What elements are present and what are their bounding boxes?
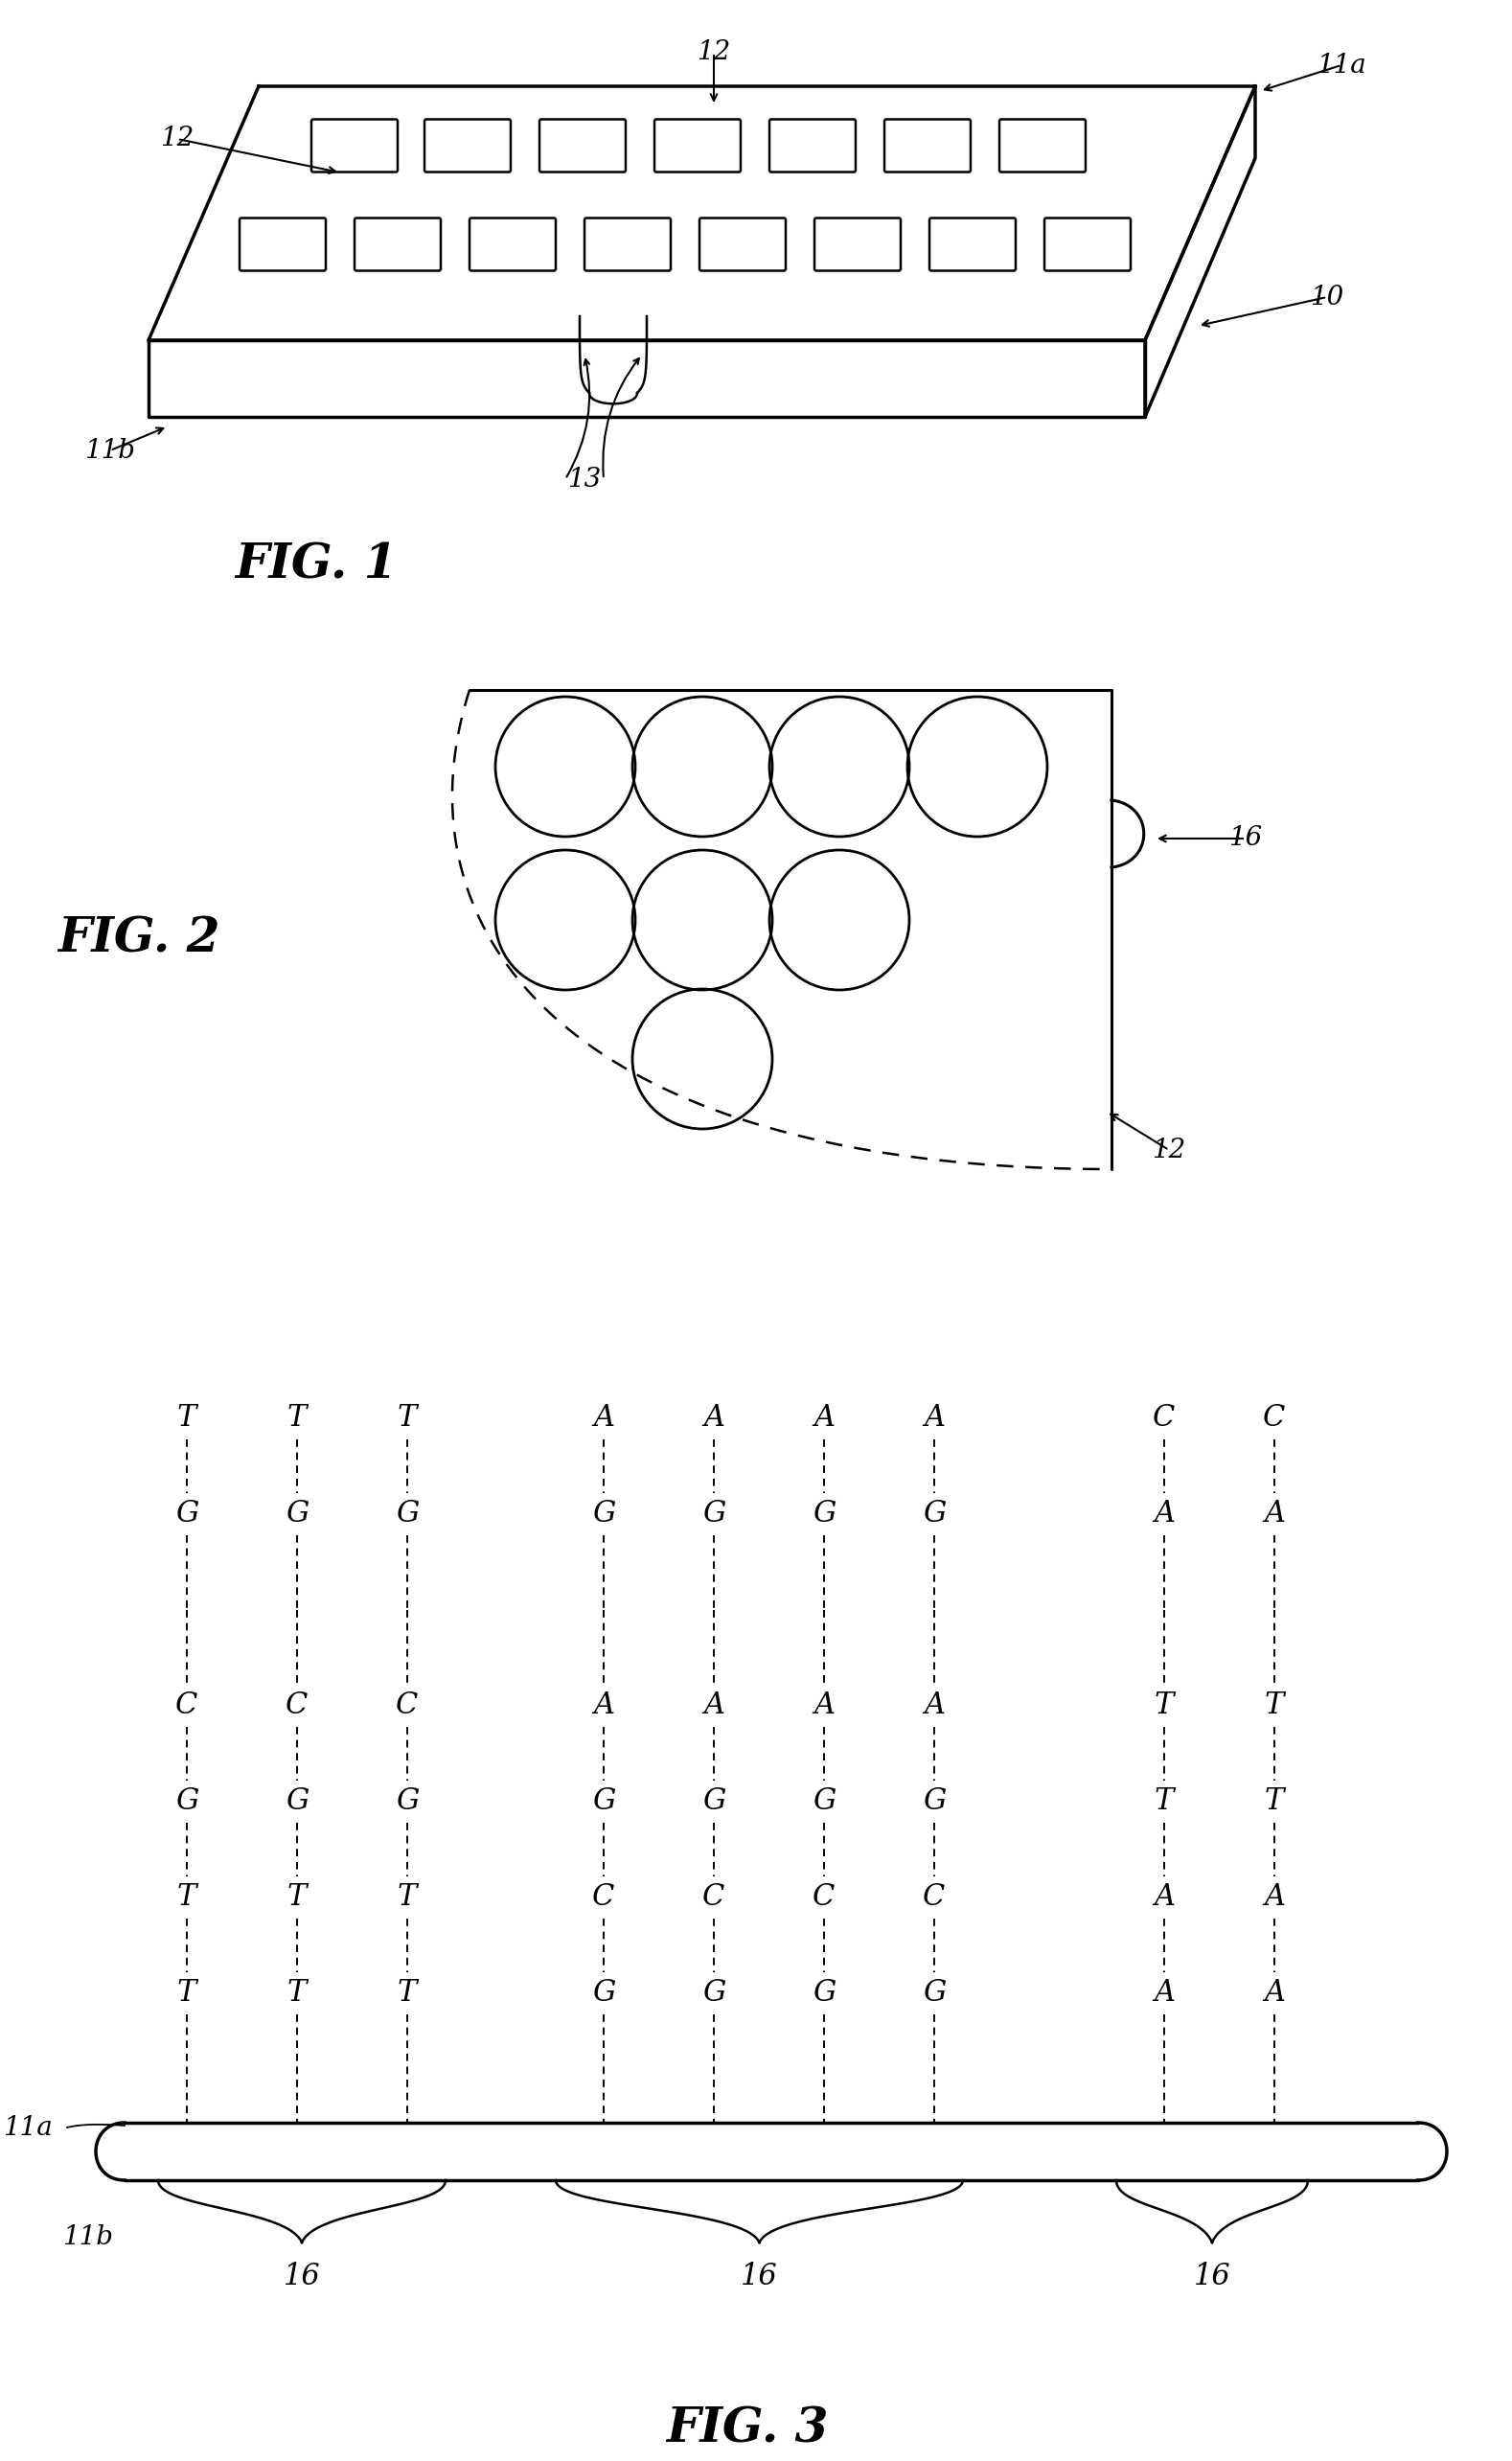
Text: A: A	[1264, 1499, 1285, 1528]
Text: G: G	[286, 1499, 308, 1528]
Text: A: A	[1264, 1883, 1285, 1912]
Text: T: T	[177, 1403, 197, 1432]
Text: C: C	[396, 1691, 419, 1720]
Text: G: G	[702, 1499, 726, 1528]
Text: T: T	[1264, 1787, 1284, 1816]
Text: T: T	[177, 1979, 197, 2008]
Text: G: G	[812, 1979, 836, 2008]
Text: G: G	[812, 1787, 836, 1816]
Text: T: T	[1155, 1787, 1173, 1816]
Text: G: G	[175, 1787, 198, 1816]
Text: T: T	[1155, 1691, 1173, 1720]
Text: 12: 12	[697, 39, 730, 66]
Text: A: A	[703, 1691, 724, 1720]
Text: G: G	[396, 1787, 419, 1816]
Text: A: A	[1154, 1883, 1175, 1912]
Text: T: T	[398, 1979, 417, 2008]
Text: A: A	[1154, 1499, 1175, 1528]
Text: C: C	[922, 1883, 945, 1912]
Text: G: G	[593, 1787, 615, 1816]
Text: A: A	[924, 1691, 945, 1720]
Text: C: C	[1154, 1403, 1175, 1432]
Text: G: G	[593, 1499, 615, 1528]
Text: A: A	[1264, 1979, 1285, 2008]
Text: T: T	[287, 1979, 307, 2008]
Text: 11b: 11b	[85, 438, 136, 463]
Text: T: T	[398, 1883, 417, 1912]
Text: T: T	[287, 1403, 307, 1432]
Text: T: T	[1264, 1691, 1284, 1720]
Text: C: C	[593, 1883, 615, 1912]
Text: G: G	[175, 1499, 198, 1528]
Text: G: G	[922, 1499, 947, 1528]
Text: 16: 16	[1229, 824, 1263, 852]
Text: A: A	[1154, 1979, 1175, 2008]
Text: FIG. 3: FIG. 3	[667, 2407, 829, 2454]
Text: A: A	[813, 1403, 835, 1432]
Text: 13: 13	[567, 465, 602, 492]
Text: G: G	[702, 1787, 726, 1816]
Text: A: A	[593, 1403, 614, 1432]
Text: T: T	[398, 1403, 417, 1432]
Text: 10: 10	[1311, 283, 1344, 310]
Text: 12: 12	[1152, 1137, 1185, 1164]
Text: C: C	[1263, 1403, 1285, 1432]
Text: 11a: 11a	[3, 2114, 53, 2141]
Text: A: A	[813, 1691, 835, 1720]
Text: C: C	[175, 1691, 198, 1720]
Text: FIG. 2: FIG. 2	[57, 915, 221, 962]
Text: T: T	[287, 1883, 307, 1912]
Text: T: T	[177, 1883, 197, 1912]
Text: G: G	[812, 1499, 836, 1528]
Text: G: G	[396, 1499, 419, 1528]
Text: G: G	[286, 1787, 308, 1816]
Text: FIG. 1: FIG. 1	[234, 541, 398, 588]
Text: G: G	[922, 1979, 947, 2008]
Text: C: C	[813, 1883, 835, 1912]
Text: G: G	[593, 1979, 615, 2008]
Text: 11b: 11b	[62, 2225, 113, 2252]
Text: A: A	[924, 1403, 945, 1432]
Text: 16: 16	[741, 2262, 777, 2291]
Text: 12: 12	[160, 126, 194, 153]
Text: 16: 16	[283, 2262, 321, 2291]
Text: A: A	[593, 1691, 614, 1720]
Text: 16: 16	[1193, 2262, 1231, 2291]
Text: C: C	[703, 1883, 726, 1912]
Text: 11a: 11a	[1317, 52, 1367, 79]
Text: C: C	[286, 1691, 308, 1720]
Text: A: A	[703, 1403, 724, 1432]
Text: G: G	[922, 1787, 947, 1816]
Text: G: G	[702, 1979, 726, 2008]
